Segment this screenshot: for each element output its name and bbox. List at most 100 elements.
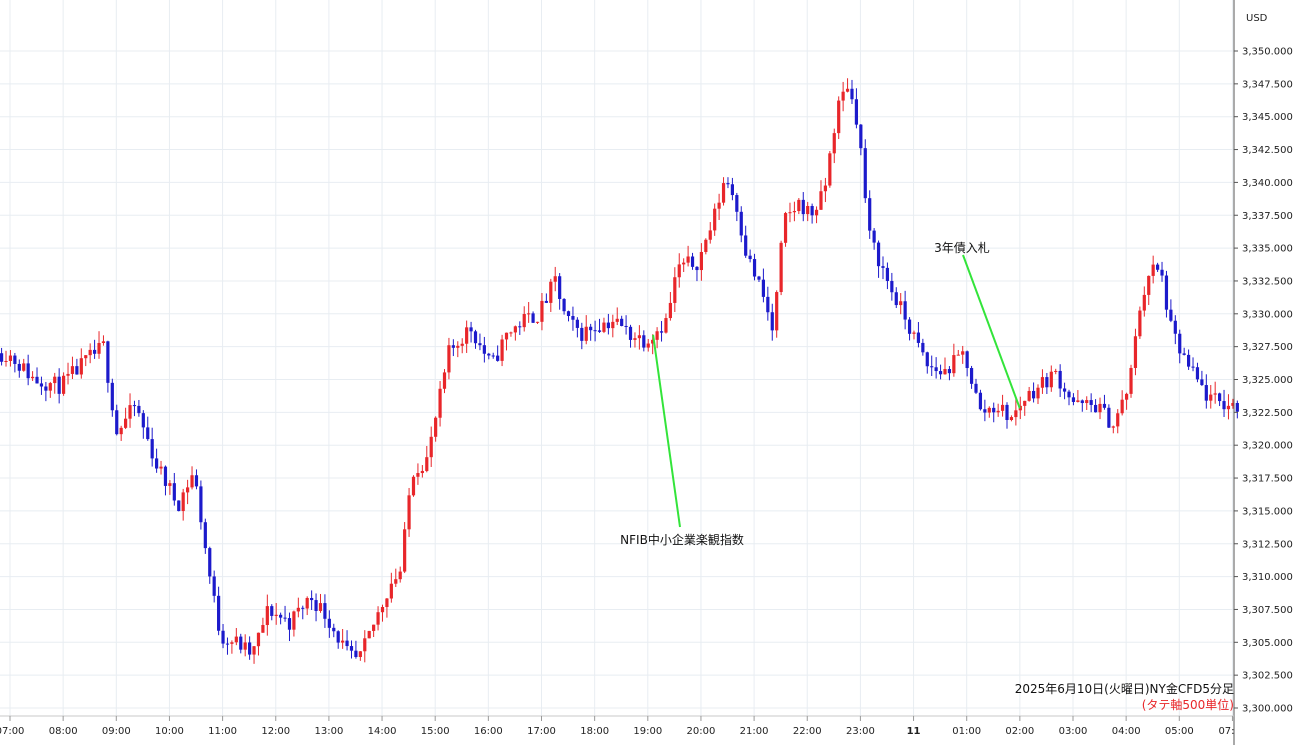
- candle-body: [159, 466, 163, 469]
- candle-body: [473, 331, 478, 344]
- candle-body: [17, 363, 21, 371]
- annotation-label: 3年債入札: [934, 240, 990, 255]
- y-tick-label: 3,350.000: [1242, 47, 1293, 58]
- candle-body: [101, 341, 106, 343]
- candle-body: [137, 405, 141, 414]
- candle-body: [766, 296, 770, 313]
- candle-body: [965, 351, 969, 369]
- candle-body: [850, 88, 854, 100]
- candle-body: [1164, 275, 1169, 310]
- candle-body: [88, 349, 92, 356]
- y-tick-label: 3,325.000: [1242, 375, 1293, 386]
- candle-body: [287, 618, 292, 630]
- y-tick-label: 3,317.500: [1242, 474, 1293, 485]
- candle-body: [70, 366, 75, 374]
- candle-body: [916, 332, 921, 343]
- candle-body: [699, 251, 703, 271]
- candle-body: [673, 277, 677, 303]
- candle-body: [221, 630, 225, 644]
- candle-body: [496, 355, 500, 361]
- candle-body: [234, 636, 238, 643]
- candle-body: [318, 603, 323, 611]
- candle-body: [460, 343, 464, 346]
- y-tick-label: 3,305.000: [1242, 638, 1293, 649]
- candle-body: [456, 345, 460, 348]
- candle-body: [589, 326, 593, 331]
- candle-body: [332, 627, 336, 632]
- candle-body: [124, 418, 128, 428]
- candle-body: [296, 607, 300, 612]
- candle-body: [1058, 370, 1062, 389]
- candle-body: [270, 606, 274, 616]
- y-tick-label: 3,330.000: [1242, 309, 1293, 320]
- candle-body: [110, 382, 114, 411]
- candle-body: [1209, 394, 1213, 401]
- candle-body: [894, 292, 898, 306]
- candle-body: [491, 355, 495, 357]
- candle-body: [394, 579, 398, 584]
- candle-body: [863, 148, 867, 199]
- candle-body: [217, 595, 221, 631]
- candle-body: [947, 369, 952, 374]
- candle-body: [961, 351, 965, 355]
- candle-body: [1226, 405, 1231, 410]
- candle-body: [1027, 390, 1031, 401]
- y-tick-label: 3,322.500: [1242, 408, 1293, 419]
- candle-body: [1151, 264, 1155, 276]
- candle-body: [128, 405, 132, 419]
- candle-body: [996, 410, 1000, 413]
- candle-body: [1182, 353, 1186, 355]
- candle-body: [509, 332, 513, 334]
- candle-body: [695, 266, 699, 271]
- candle-body: [301, 607, 305, 609]
- candle-body: [261, 625, 265, 633]
- candle-body: [230, 642, 234, 644]
- y-tick-label: 3,337.500: [1242, 211, 1293, 222]
- candle-body: [1169, 309, 1173, 321]
- candle-body: [349, 646, 354, 651]
- candle-body: [208, 548, 212, 577]
- candle-body: [876, 242, 881, 267]
- x-tick-label: 07:00: [0, 726, 24, 737]
- candle-body: [912, 332, 916, 334]
- candle-body: [1102, 403, 1107, 408]
- candle-body: [1089, 400, 1093, 405]
- candle-body: [544, 300, 548, 303]
- candle-body: [739, 211, 743, 236]
- candle-body: [1178, 333, 1182, 354]
- candle-body: [283, 617, 287, 619]
- candle-body: [1235, 403, 1239, 412]
- y-tick-label: 3,310.000: [1242, 572, 1293, 583]
- x-tick-label: 13:00: [314, 726, 343, 737]
- candle-body: [522, 314, 526, 328]
- candle-body: [1218, 393, 1222, 402]
- y-tick-label: 3,335.000: [1242, 244, 1293, 255]
- x-tick-label: 10:00: [155, 726, 184, 737]
- candle-body: [84, 355, 88, 359]
- x-tick-label: 11: [907, 726, 921, 737]
- candle-body: [1200, 379, 1204, 386]
- candle-body: [677, 264, 681, 278]
- candle-body: [571, 316, 575, 320]
- candle-body: [376, 612, 380, 625]
- candle-body: [1085, 400, 1089, 404]
- candle-body: [389, 583, 393, 599]
- candle-body: [341, 640, 345, 643]
- candle-body: [1054, 370, 1058, 372]
- candle-body: [938, 371, 943, 375]
- candle-body: [562, 298, 566, 312]
- candle-body: [518, 326, 522, 328]
- candle-body: [132, 405, 137, 407]
- candle-body: [265, 606, 269, 626]
- candle-body: [943, 369, 947, 375]
- annotation-line: [652, 334, 681, 528]
- x-tick-label: 04:00: [1112, 726, 1141, 737]
- candle-body: [624, 325, 628, 327]
- candle-body: [314, 600, 318, 611]
- y-tick-label: 3,312.500: [1242, 539, 1293, 550]
- candle-body: [628, 326, 633, 340]
- candle-body: [969, 368, 974, 384]
- candle-body: [39, 383, 44, 387]
- candle-body: [1129, 367, 1133, 394]
- candle-body: [682, 262, 686, 265]
